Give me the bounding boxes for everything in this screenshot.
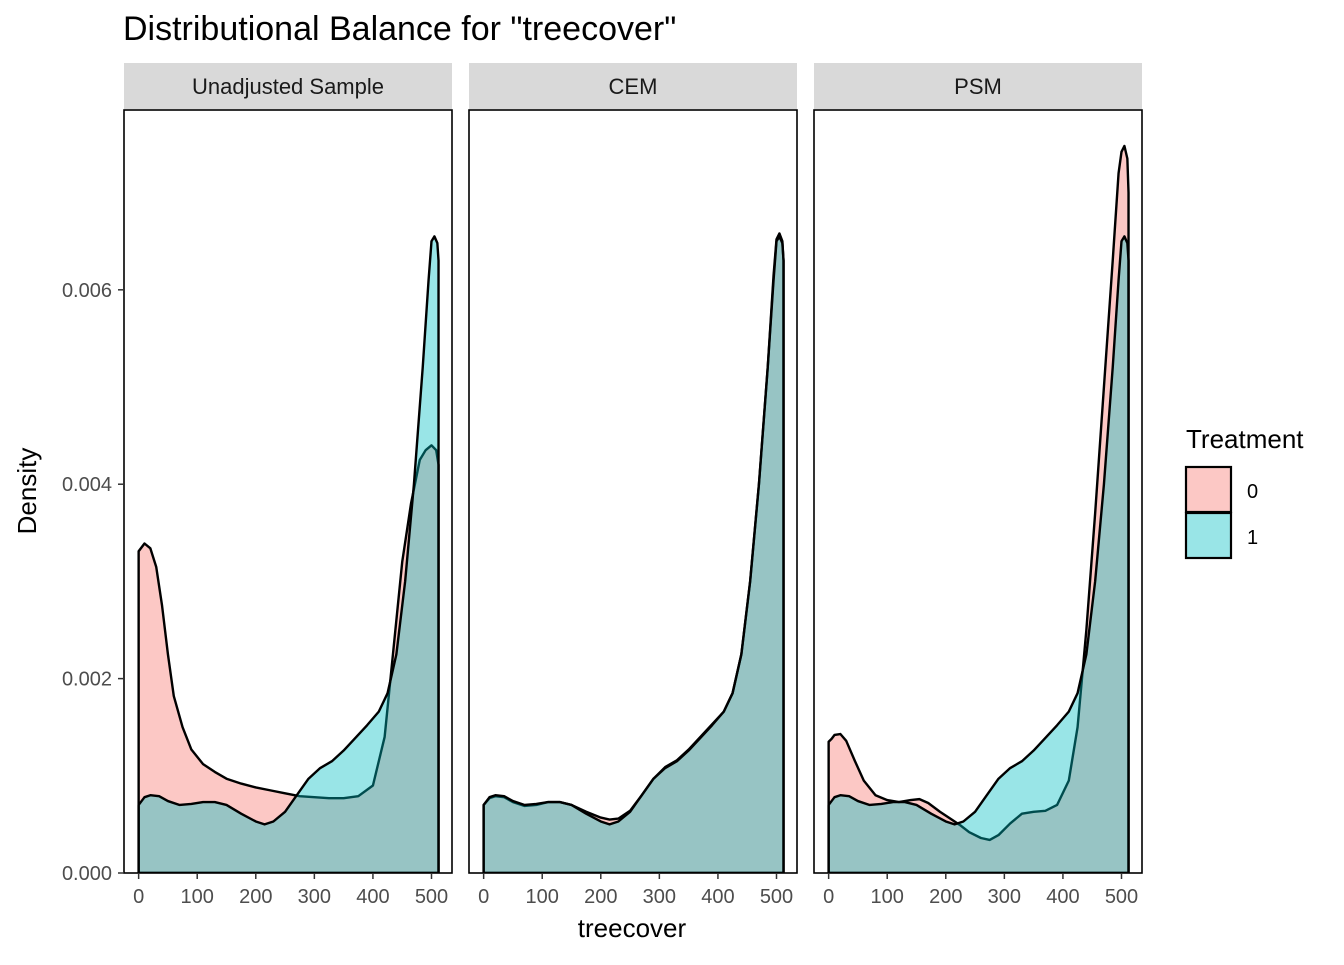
density-area-treatment-1 — [827, 235, 1130, 873]
chart-title: Distributional Balance for "treecover" — [123, 10, 676, 48]
legend-label-1: 1 — [1247, 527, 1258, 549]
density-areas — [137, 235, 440, 873]
facet-panel: PSM 0 100 200 300 400 500 — [813, 63, 1143, 908]
facet-strip-label: CEM — [609, 74, 658, 99]
x-tick-label: 400 — [701, 886, 734, 908]
x-tick-label: 500 — [1105, 886, 1138, 908]
facet-panel: CEM 0 100 200 300 400 500 — [468, 63, 798, 908]
x-tick-label: 200 — [239, 886, 272, 908]
x-tick-label: 400 — [356, 886, 389, 908]
panel-border — [123, 109, 453, 874]
y-tick-label: 0.004 — [62, 474, 112, 496]
facet-strip-label: PSM — [954, 74, 1002, 99]
legend-key-1 — [1184, 511, 1233, 560]
legend-title: Treatment — [1186, 424, 1304, 454]
x-tick-label: 100 — [871, 886, 904, 908]
density-area-treatment-1 — [137, 235, 440, 873]
y-axis: 0.000 0.002 0.004 0.006 — [62, 280, 124, 885]
x-tick-label: 200 — [584, 886, 617, 908]
x-axis-title: treecover — [578, 913, 687, 943]
x-tick-label: 100 — [181, 886, 214, 908]
facet-strip-label: Unadjusted Sample — [192, 74, 384, 99]
x-tick-label: 0 — [133, 886, 144, 908]
x-tick-label: 300 — [643, 886, 676, 908]
density-area-treatment-1 — [482, 235, 785, 873]
facet-strip — [124, 63, 452, 109]
y-tick-label: 0.006 — [62, 280, 112, 302]
x-tick-label: 100 — [526, 886, 559, 908]
legend: Treatment 0 1 — [1184, 424, 1304, 560]
facet-panels: Unadjusted Sample 0 100 200 300 400 500 CEM 0 100… — [123, 63, 1143, 908]
x-tick-label: 0 — [823, 886, 834, 908]
facet-strip — [814, 63, 1142, 109]
facet-strip — [469, 63, 797, 109]
y-tick-label: 0.002 — [62, 669, 112, 691]
x-tick-label: 300 — [988, 886, 1021, 908]
x-tick-label: 300 — [298, 886, 331, 908]
legend-label-0: 0 — [1247, 481, 1258, 503]
y-axis-title: Density — [12, 448, 42, 535]
x-tick-label: 200 — [929, 886, 962, 908]
panel-border — [813, 109, 1143, 874]
density-area-treatment-0 — [137, 444, 440, 873]
legend-key-0 — [1184, 465, 1233, 514]
x-tick-label: 400 — [1046, 886, 1079, 908]
x-tick-label: 0 — [478, 886, 489, 908]
facet-panel: Unadjusted Sample 0 100 200 300 400 500 — [123, 63, 453, 908]
y-tick-label: 0.000 — [62, 863, 112, 885]
density-areas — [827, 144, 1130, 873]
x-tick-label: 500 — [415, 886, 448, 908]
density-areas — [482, 232, 785, 873]
panel-border — [468, 109, 798, 874]
x-tick-label: 500 — [760, 886, 793, 908]
